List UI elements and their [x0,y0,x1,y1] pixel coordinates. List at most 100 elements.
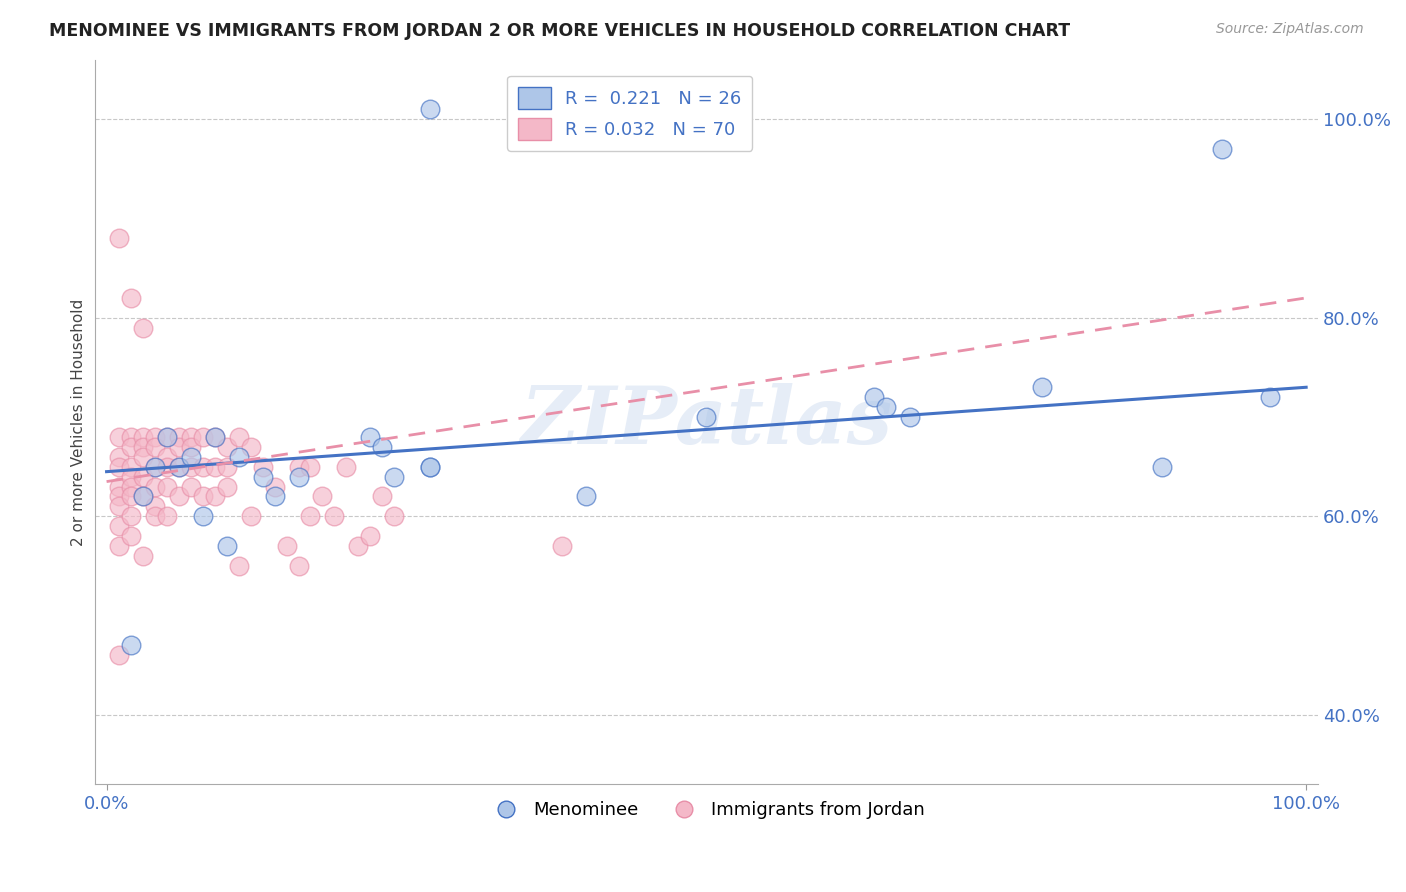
Point [107,231,129,245]
Point [371,440,394,454]
Point [191,490,214,504]
Point [191,459,214,474]
Point [180,430,202,444]
Point [191,509,214,524]
Point [167,459,190,474]
Point [107,539,129,553]
Point [215,440,238,454]
Point [371,490,394,504]
Point [228,450,250,464]
Point [384,469,406,483]
Point [107,648,129,663]
Point [155,459,177,474]
Point [180,450,202,464]
Text: ZIPatlas: ZIPatlas [520,384,893,461]
Point [551,539,574,553]
Point [419,102,441,116]
Point [120,291,142,305]
Point [204,430,226,444]
Point [143,430,166,444]
Point [419,459,441,474]
Point [1031,380,1053,394]
Point [107,490,129,504]
Point [875,400,897,414]
Point [359,529,381,543]
Point [143,479,166,493]
Point [107,430,129,444]
Point [167,490,190,504]
Point [120,469,142,483]
Point [359,430,381,444]
Point [167,440,190,454]
Point [311,490,333,504]
Point [323,509,346,524]
Point [575,490,598,504]
Point [1258,390,1281,404]
Point [131,430,153,444]
Point [347,539,370,553]
Point [204,459,226,474]
Point [898,410,921,425]
Point [863,390,886,404]
Text: MENOMINEE VS IMMIGRANTS FROM JORDAN 2 OR MORE VEHICLES IN HOUSEHOLD CORRELATION : MENOMINEE VS IMMIGRANTS FROM JORDAN 2 OR… [49,22,1070,40]
Point [180,459,202,474]
Point [215,479,238,493]
Point [131,450,153,464]
Point [299,459,322,474]
Point [180,440,202,454]
Point [143,500,166,514]
Legend: Menominee, Immigrants from Jordan: Menominee, Immigrants from Jordan [481,794,932,826]
Point [143,459,166,474]
Point [252,469,274,483]
Point [155,479,177,493]
Point [287,469,309,483]
Point [131,490,153,504]
Point [287,459,309,474]
Point [143,459,166,474]
Point [120,490,142,504]
Point [131,469,153,483]
Point [204,490,226,504]
Point [299,509,322,524]
Point [143,509,166,524]
Point [215,539,238,553]
Point [287,559,309,574]
Y-axis label: 2 or more Vehicles in Household: 2 or more Vehicles in Household [72,299,86,546]
Point [131,549,153,563]
Point [1211,142,1233,156]
Point [120,509,142,524]
Point [107,479,129,493]
Point [228,430,250,444]
Point [155,430,177,444]
Point [167,459,190,474]
Text: Source: ZipAtlas.com: Source: ZipAtlas.com [1216,22,1364,37]
Point [120,459,142,474]
Point [131,440,153,454]
Point [120,529,142,543]
Point [131,320,153,334]
Point [107,450,129,464]
Point [107,459,129,474]
Point [155,430,177,444]
Point [204,430,226,444]
Point [239,509,262,524]
Point [228,559,250,574]
Point [107,519,129,533]
Point [419,459,441,474]
Point [131,490,153,504]
Point [335,459,357,474]
Point [120,430,142,444]
Point [384,509,406,524]
Point [263,490,285,504]
Point [215,459,238,474]
Point [180,479,202,493]
Point [239,440,262,454]
Point [959,837,981,851]
Point [120,479,142,493]
Point [191,430,214,444]
Point [120,639,142,653]
Point [143,440,166,454]
Point [263,479,285,493]
Point [1152,459,1174,474]
Point [252,459,274,474]
